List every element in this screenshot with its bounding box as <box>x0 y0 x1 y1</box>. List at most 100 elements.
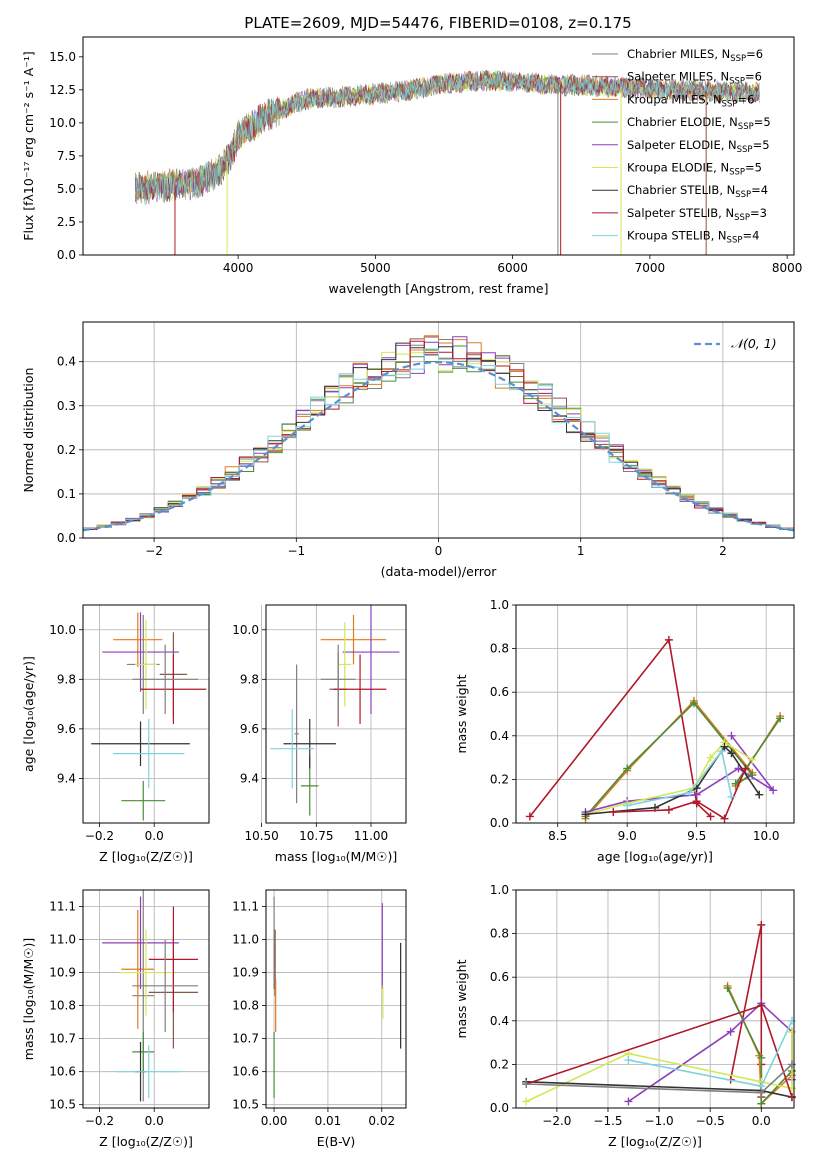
y-tick-label: 10.0 <box>49 116 76 130</box>
weight-marker <box>769 786 778 795</box>
y-tick-label: 9.4 <box>57 771 76 785</box>
legend-subscript: SSP <box>729 168 745 178</box>
legend-label: Chabrier MILES, NSSP=6 <box>627 47 763 64</box>
weight-marker <box>624 1097 633 1106</box>
weight-marker <box>522 1097 531 1106</box>
y-tick-label: 0.3 <box>57 399 76 413</box>
x-tick-label: 7000 <box>635 261 666 275</box>
x-tick-label: 0.0 <box>145 1114 164 1128</box>
weight-marker <box>692 797 701 806</box>
axes-frame <box>515 889 795 1109</box>
legend-suffix: =6 <box>745 70 762 84</box>
weight-marker <box>522 1080 531 1089</box>
y-tick-label: 0.8 <box>490 642 509 656</box>
errorbars <box>102 890 199 1102</box>
axes-frame <box>82 36 795 256</box>
x-tick-label: 0.01 <box>315 1114 342 1128</box>
x-tick-label: −1.0 <box>645 1114 674 1128</box>
x-tick-label: −2 <box>145 544 163 558</box>
weight-marker <box>727 749 736 758</box>
spectrum-line-1 <box>135 69 760 202</box>
legend-subscript: SSP <box>730 54 746 64</box>
y-axis-label: mass [log₁₀(M/M☉)] <box>21 938 36 1060</box>
weight-marker <box>689 699 698 708</box>
y-tick-label: 10.7 <box>232 1032 259 1046</box>
weight-marker <box>723 984 732 993</box>
y-tick-label: 9.8 <box>240 672 259 686</box>
x-tick-label: 1 <box>577 544 585 558</box>
y-tick-label: 9.6 <box>240 722 259 736</box>
weight-marker <box>609 808 618 817</box>
x-tick-label: 9.0 <box>618 829 637 843</box>
panel-age-vs-Z: −0.2 0.0 9.4 9.6 9.8 10.0 Z [log₁₀(Z/Z☉)] age [… <box>21 604 210 864</box>
errorbars <box>270 605 400 816</box>
weight-marker <box>787 1093 796 1102</box>
y-tick-label: 10.6 <box>232 1065 259 1079</box>
x-tick-label: 5000 <box>360 261 391 275</box>
y-tick-label: 10.9 <box>49 966 76 980</box>
y-axis-label: mass weight <box>454 674 469 753</box>
axes-frame <box>82 604 210 824</box>
x-axis-label: Z [log₁₀(Z/Z☉)] <box>99 849 193 864</box>
axes-frame <box>265 604 407 824</box>
weight-marker <box>757 1001 766 1010</box>
y-tick-label: 1.0 <box>490 883 509 897</box>
y-tick-label: 10.7 <box>49 1032 76 1046</box>
legend-subscript: SSP <box>727 236 743 246</box>
y-tick-label: 0.0 <box>490 816 509 830</box>
errorbars <box>273 896 402 1099</box>
weight-marker <box>757 1099 766 1108</box>
x-tick-label: 0 <box>435 544 443 558</box>
x-tick-label: 0.02 <box>368 1114 395 1128</box>
weight-lines <box>525 635 785 823</box>
y-tick-label: 11.0 <box>49 933 76 947</box>
y-tick-label: 0.4 <box>490 729 509 743</box>
legend-subscript: SSP <box>722 99 738 109</box>
legend-label: Salpeter ELODIE, NSSP=5 <box>627 138 770 155</box>
weight-marker <box>581 810 590 819</box>
y-tick-label: 9.6 <box>57 722 76 736</box>
legend-subscript: SSP <box>737 145 753 155</box>
y-tick-label: 12.5 <box>49 83 76 97</box>
y-tick-label: 2.5 <box>57 215 76 229</box>
x-tick-label: 2 <box>719 544 727 558</box>
legend-suffix: =3 <box>750 206 767 220</box>
y-tick-label: 10.0 <box>49 623 76 637</box>
y-tick-label: 11.1 <box>232 900 259 914</box>
y-tick-label: 0.2 <box>57 443 76 457</box>
weight-marker <box>664 635 673 644</box>
y-tick-label: 0.0 <box>57 248 76 262</box>
weight-marker <box>787 1016 796 1025</box>
weight-lines <box>522 920 796 1108</box>
y-axis-label: mass weight <box>454 959 469 1038</box>
legend-suffix: =4 <box>751 183 768 197</box>
y-tick-label: 10.0 <box>232 623 259 637</box>
panel-mass-vs-EBV: 0.00 0.01 0.02 10.5 10.6 10.7 10.8 10.9 11.0 11.1… <box>232 889 407 1149</box>
legend-suffix: =5 <box>754 115 771 129</box>
x-tick-label: 10.50 <box>244 829 278 843</box>
legend-label: Chabrier ELODIE, NSSP=5 <box>627 115 771 132</box>
y-tick-label: 0.2 <box>490 772 509 786</box>
legend-subscript: SSP <box>729 77 745 87</box>
x-tick-label: 6000 <box>497 261 528 275</box>
legend-suffix: =4 <box>742 229 759 243</box>
y-tick-label: 1.0 <box>490 598 509 612</box>
y-tick-label: 11.1 <box>49 900 76 914</box>
weight-marker <box>757 920 766 929</box>
x-tick-label: 10.0 <box>753 829 780 843</box>
weight-marker <box>685 788 694 797</box>
legend-subscript: SSP <box>734 213 750 223</box>
x-tick-label: 11.00 <box>354 829 388 843</box>
axes-frame <box>82 321 795 539</box>
x-tick-label: 9.5 <box>687 829 706 843</box>
spectrum-legend: Chabrier MILES, NSSP=6 Salpeter MILES, NS… <box>592 47 771 246</box>
weight-marker <box>706 753 715 762</box>
histograms <box>83 335 794 532</box>
y-axis-label: Normed distribution <box>21 368 36 493</box>
weight-marker <box>727 731 736 740</box>
x-tick-label: −1.5 <box>593 1114 622 1128</box>
y-axis-label: Flux [fλ10⁻¹⁷ erg cm⁻² s⁻¹ A⁻¹] <box>21 51 36 240</box>
y-tick-label: 5.0 <box>57 182 76 196</box>
legend-label: Salpeter MILES, NSSP=6 <box>627 70 762 87</box>
